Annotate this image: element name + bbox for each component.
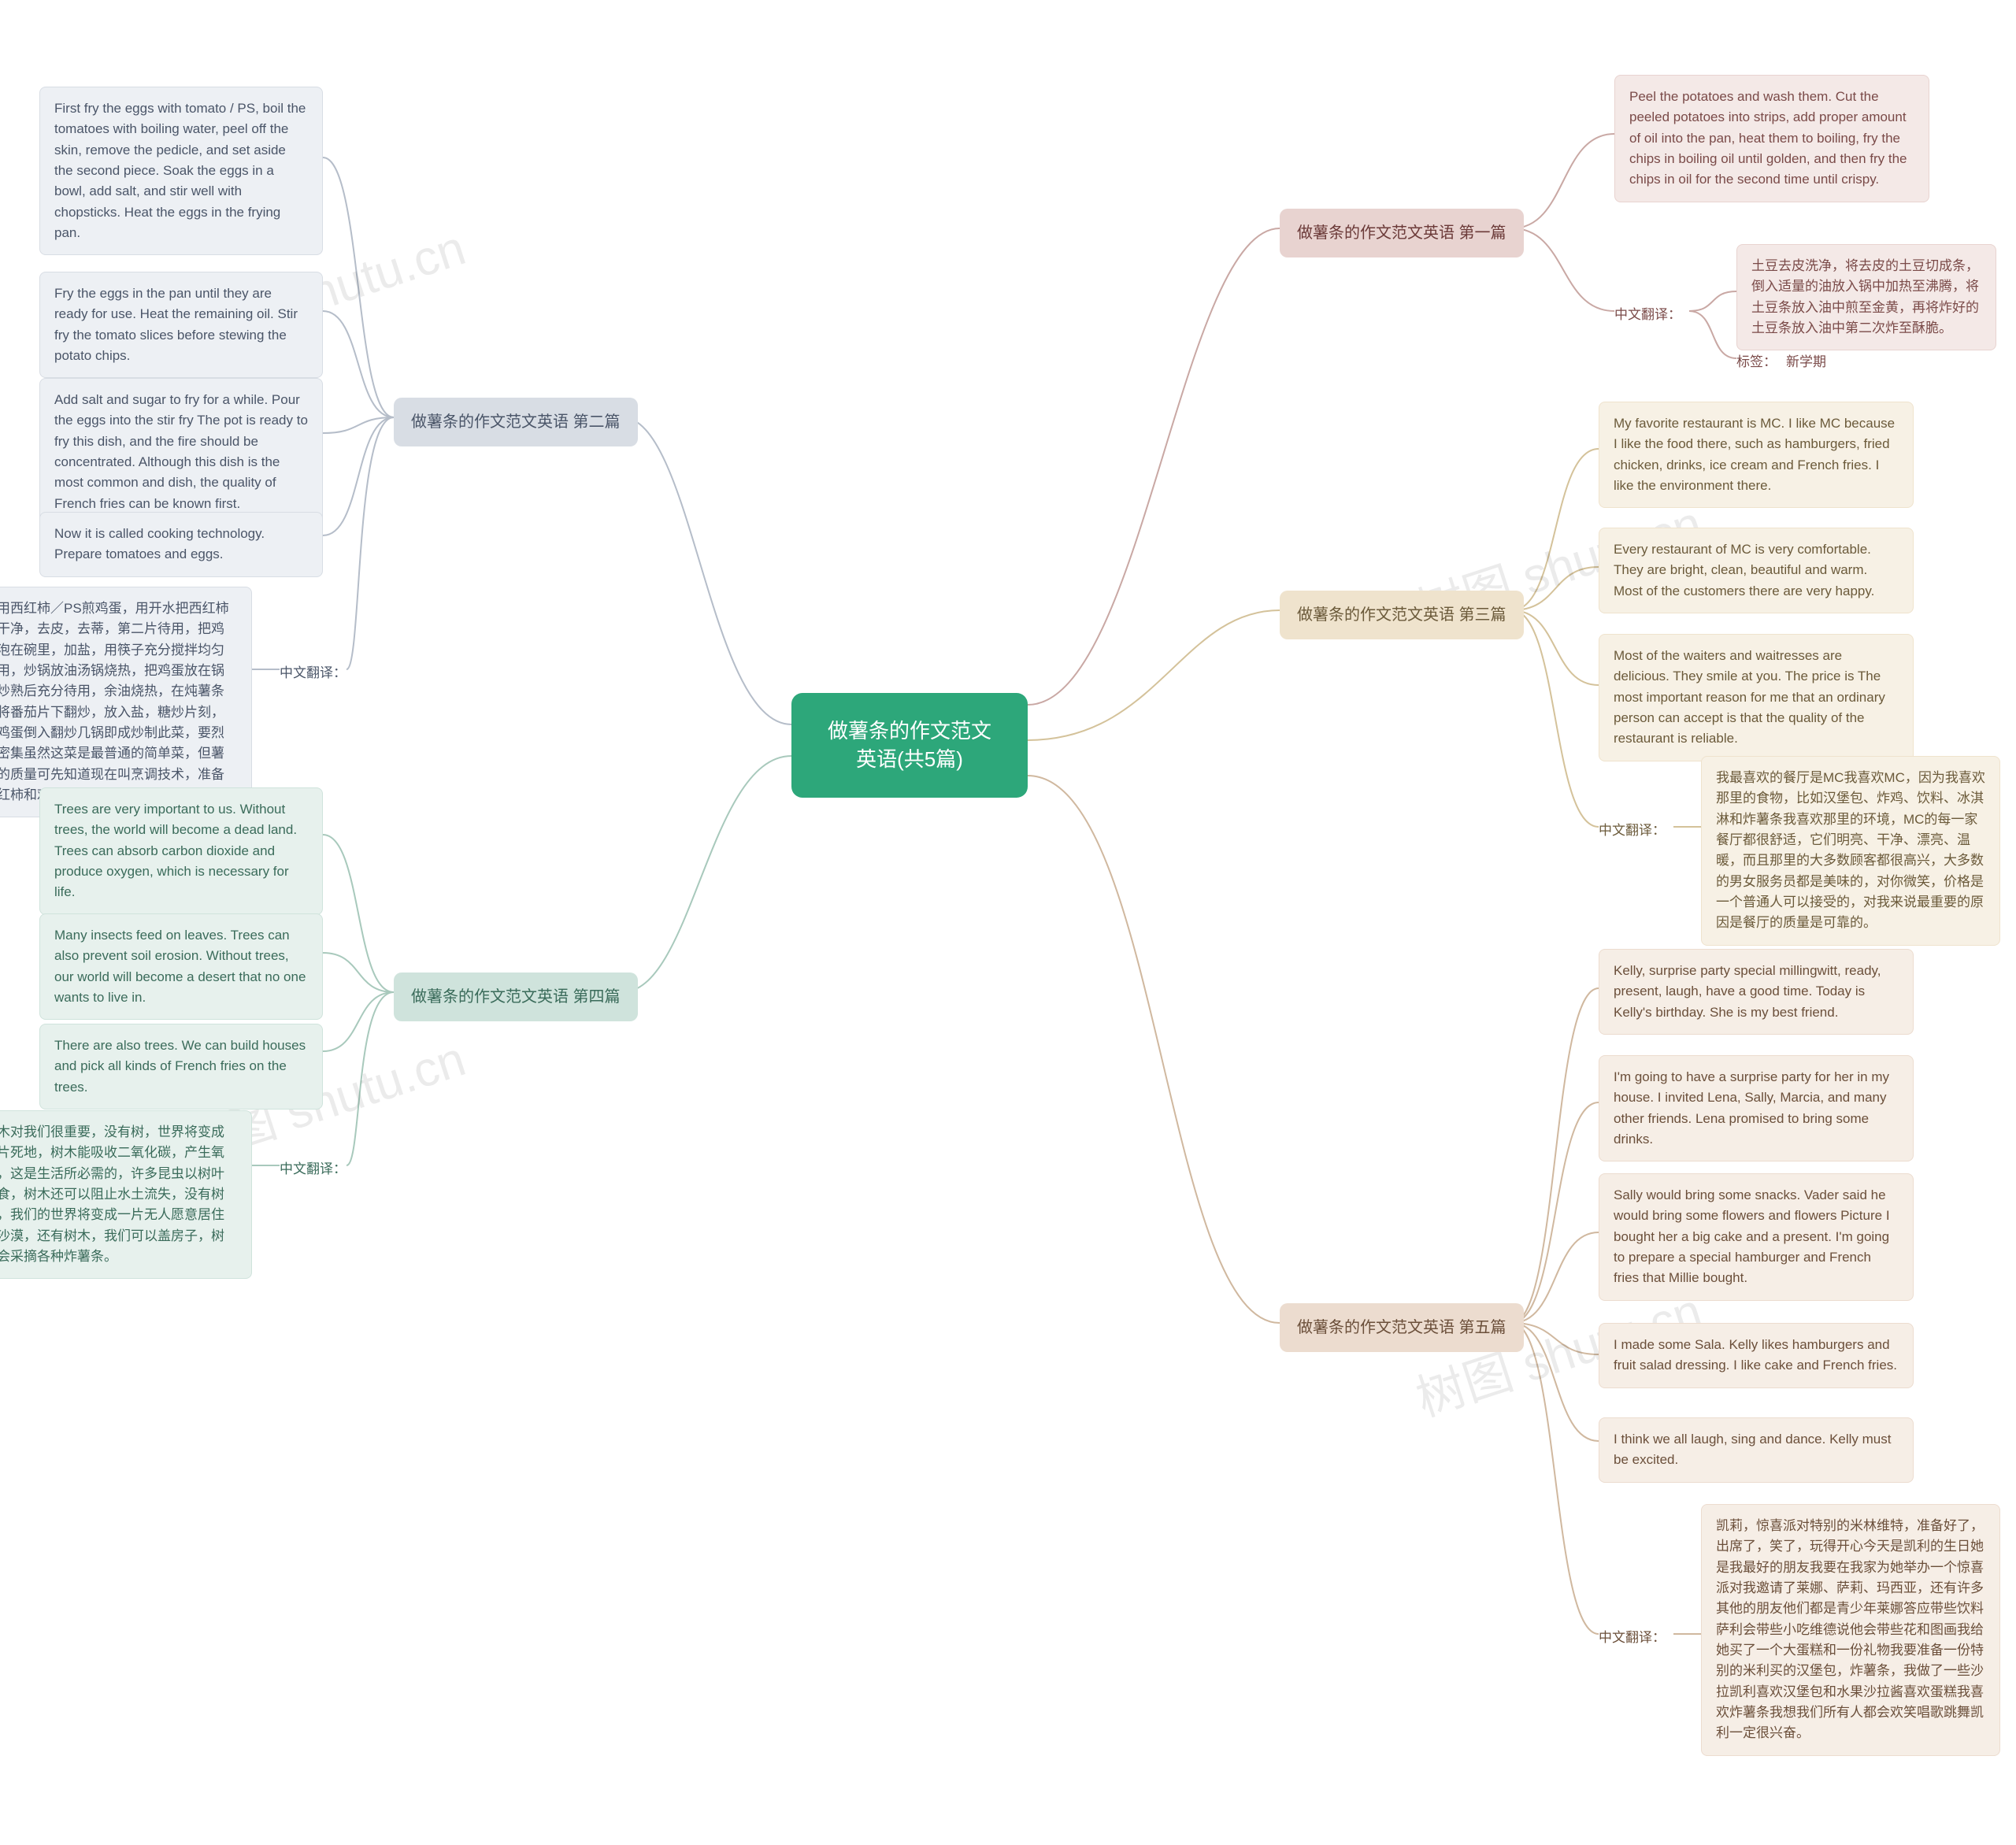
edge-b3-l3 (1512, 610, 1599, 685)
branch-2-leaf-3[interactable]: Add salt and sugar to fry for a while. P… (39, 378, 323, 526)
edge-center-b1 (1028, 228, 1280, 705)
edge-b4-l2 (323, 953, 394, 992)
edge-center-b5 (1028, 776, 1280, 1323)
branch-4-leaf-2[interactable]: Many insects feed on leaves. Trees can a… (39, 913, 323, 1020)
branch-4-leaf-4[interactable]: 树木对我们很重要，没有树，世界将变成一片死地，树木能吸收二氧化碳，产生氧气，这是… (0, 1110, 252, 1279)
branch-5-translate-label: 中文翻译： (1599, 1626, 1666, 1646)
branch-4-leaf-3[interactable]: There are also trees. We can build house… (39, 1024, 323, 1110)
edge-b4-l3 (323, 992, 394, 1051)
branch-1-tag-label: 标签：新学期 (1736, 350, 1826, 370)
mindmap-center[interactable]: 做薯条的作文范文英语(共5篇) (791, 693, 1028, 798)
edge-b2-l4 (323, 417, 394, 535)
branch-5-leaf-2[interactable]: I'm going to have a surprise party for h… (1599, 1055, 1914, 1161)
edge-b5-l5 (1512, 1323, 1599, 1441)
branch-2-leaf-2[interactable]: Fry the eggs in the pan until they are r… (39, 272, 323, 378)
branch-2-leaf-4[interactable]: Now it is called cooking technology. Pre… (39, 512, 323, 577)
branch-1-leaf-1[interactable]: Peel the potatoes and wash them. Cut the… (1614, 75, 1929, 202)
edge-b3-l2 (1512, 567, 1599, 610)
branch-1-translate-label: 中文翻译： (1614, 303, 1681, 323)
branch-4[interactable]: 做薯条的作文范文英语 第四篇 (394, 973, 638, 1021)
branch-2[interactable]: 做薯条的作文范文英语 第二篇 (394, 398, 638, 446)
edge-b5-trans (1512, 1323, 1599, 1634)
branch-2-leaf-1[interactable]: First fry the eggs with tomato / PS, boi… (39, 87, 323, 255)
branch-3-translate-label: 中文翻译： (1599, 819, 1666, 839)
edge-b1-trans (1512, 228, 1614, 311)
edge-b2-l2 (323, 311, 394, 417)
branch-5-leaf-6[interactable]: 凯莉，惊喜派对特别的米林维特，准备好了，出席了，笑了，玩得开心今天是凯利的生日她… (1701, 1504, 2000, 1756)
edge-center-b2 (622, 417, 791, 724)
branch-3-leaf-4[interactable]: 我最喜欢的餐厅是MC我喜欢MC，因为我喜欢那里的食物，比如汉堡包、炸鸡、饮料、冰… (1701, 756, 2000, 946)
edge-b1-trans-l2 (1689, 291, 1736, 311)
edge-b3-trans (1512, 610, 1599, 827)
branch-1-leaf-2[interactable]: 土豆去皮洗净，将去皮的土豆切成条，倒入适量的油放入锅中加热至沸腾，将土豆条放入油… (1736, 244, 1996, 350)
branch-3-leaf-2[interactable]: Every restaurant of MC is very comfortab… (1599, 528, 1914, 613)
branch-3-leaf-3[interactable]: Most of the waiters and waitresses are d… (1599, 634, 1914, 761)
branch-4-translate-label: 中文翻译： (280, 1158, 346, 1177)
branch-2-translate-label: 中文翻译： (280, 661, 346, 681)
edge-b5-l4 (1512, 1323, 1599, 1354)
edge-b2-trans (346, 417, 394, 669)
edge-b5-l2 (1512, 1102, 1599, 1323)
edge-b5-l1 (1512, 988, 1599, 1323)
branch-5[interactable]: 做薯条的作文范文英语 第五篇 (1280, 1303, 1524, 1352)
edge-b4-trans (346, 992, 394, 1165)
branch-5-leaf-1[interactable]: Kelly, surprise party special millingwit… (1599, 949, 1914, 1035)
edge-b5-l3 (1512, 1232, 1599, 1323)
branch-1[interactable]: 做薯条的作文范文英语 第一篇 (1280, 209, 1524, 257)
edge-b1-l1 (1512, 134, 1614, 228)
branch-5-leaf-5[interactable]: I think we all laugh, sing and dance. Ke… (1599, 1417, 1914, 1483)
branch-5-leaf-3[interactable]: Sally would bring some snacks. Vader sai… (1599, 1173, 1914, 1301)
edge-b2-l3 (323, 417, 394, 433)
edge-b2-l1 (323, 157, 394, 417)
branch-4-leaf-1[interactable]: Trees are very important to us. Without … (39, 787, 323, 915)
edge-b4-l1 (323, 835, 394, 992)
branch-5-leaf-4[interactable]: I made some Sala. Kelly likes hamburgers… (1599, 1323, 1914, 1388)
branch-3[interactable]: 做薯条的作文范文英语 第三篇 (1280, 591, 1524, 639)
edge-center-b3 (1028, 610, 1280, 740)
edge-center-b4 (622, 756, 791, 992)
edge-b1-trans-tag (1689, 311, 1736, 358)
branch-2-leaf-5[interactable]: 先用西红柿／PS煎鸡蛋，用开水把西红柿烧干净，去皮，去蒂，第二片待用，把鸡蛋泡在… (0, 587, 252, 817)
edge-b3-l1 (1512, 449, 1599, 610)
branch-3-leaf-1[interactable]: My favorite restaurant is MC. I like MC … (1599, 402, 1914, 508)
